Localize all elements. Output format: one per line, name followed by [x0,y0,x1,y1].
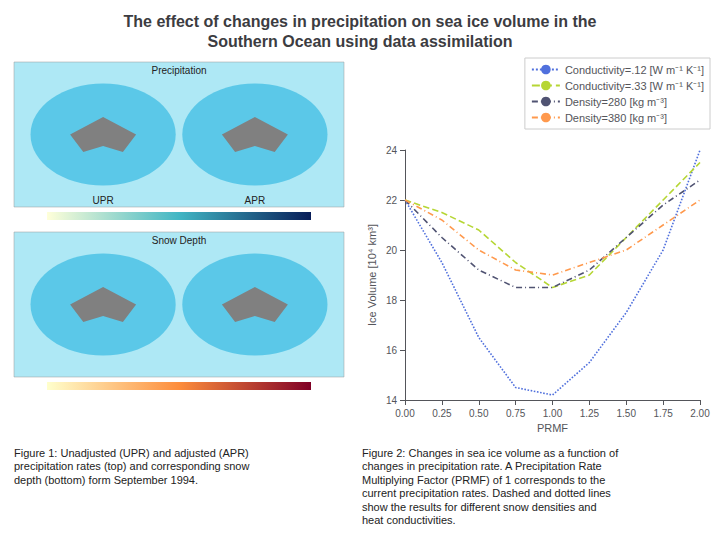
svg-text:Precipitation: Precipitation [151,65,206,76]
svg-text:Figure 1: Unadjusted (UPR) and: Figure 1: Unadjusted (UPR) and adjusted … [14,447,249,459]
svg-text:heat conductivities.: heat conductivities. [362,514,456,526]
svg-text:The effect of changes in preci: The effect of changes in precipitation o… [124,13,597,30]
svg-text:changes in precipitation rate.: changes in precipitation rate. A Precipi… [362,460,602,472]
svg-text:depth (bottom) form September: depth (bottom) form September 1994. [14,474,198,486]
svg-text:current precipitation rates. D: current precipitation rates. Dashed and … [362,487,611,499]
svg-text:1.75: 1.75 [653,408,673,419]
svg-text:0.25: 0.25 [432,408,452,419]
svg-text:20: 20 [386,245,398,256]
svg-text:show the results for different: show the results for different snow dens… [362,501,597,513]
svg-text:24: 24 [386,145,398,156]
svg-text:PRMF: PRMF [537,422,568,434]
svg-text:Snow Depth: Snow Depth [152,235,206,246]
svg-text:16: 16 [386,345,398,356]
svg-text:Multiplying Factor (PRMF) of 1: Multiplying Factor (PRMF) of 1 correspon… [362,474,605,486]
svg-text:UPR: UPR [93,195,114,206]
svg-text:0.75: 0.75 [506,408,526,419]
svg-text:Southern Ocean using data assi: Southern Ocean using data assimilation [208,33,513,50]
svg-text:1.00: 1.00 [543,408,563,419]
svg-text:Conductivity=.33 [W m⁻¹ K⁻¹]: Conductivity=.33 [W m⁻¹ K⁻¹] [565,80,704,92]
svg-text:Figure 2: Changes in sea ice v: Figure 2: Changes in sea ice volume as a… [362,447,619,459]
svg-text:1.25: 1.25 [580,408,600,419]
svg-text:APR: APR [245,195,266,206]
svg-text:1.50: 1.50 [617,408,637,419]
svg-text:18: 18 [386,295,398,306]
svg-text:Density=380 [kg m⁻³]: Density=380 [kg m⁻³] [565,112,667,124]
svg-text:2.00: 2.00 [690,408,710,419]
svg-text:0.00: 0.00 [395,408,415,419]
svg-text:precipitation rates (top) and: precipitation rates (top) and correspond… [14,460,249,472]
svg-text:0.50: 0.50 [469,408,489,419]
svg-text:Density=280 [kg m⁻³]: Density=280 [kg m⁻³] [565,96,667,108]
svg-text:Ice Volume [10⁴ km³]: Ice Volume [10⁴ km³] [366,224,378,326]
svg-text:14: 14 [386,395,398,406]
svg-text:Conductivity=.12 [W m⁻¹ K⁻¹]: Conductivity=.12 [W m⁻¹ K⁻¹] [565,64,704,76]
svg-text:22: 22 [386,195,398,206]
